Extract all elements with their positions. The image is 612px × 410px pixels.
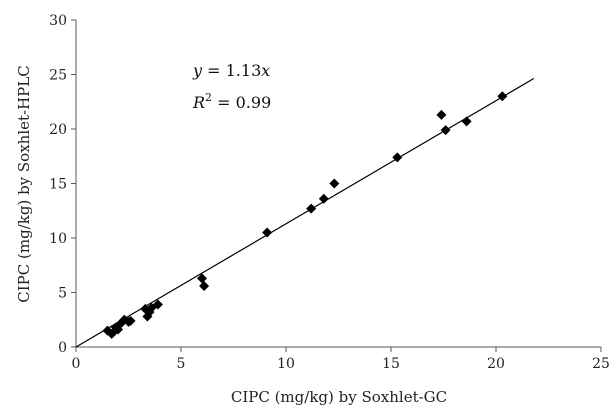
- data-point: [152, 299, 163, 310]
- data-point: [262, 227, 273, 238]
- data-points: [102, 91, 508, 339]
- data-point: [461, 116, 472, 127]
- y-tick-label: 5: [58, 286, 67, 302]
- equation-slope: = 1.13: [202, 61, 261, 80]
- equation-annotation: y = 1.13x: [192, 61, 270, 80]
- x-tick-label: 15: [382, 356, 400, 372]
- equation-x-var: x: [261, 61, 270, 80]
- data-point: [197, 273, 207, 284]
- y-tick-label: 20: [49, 122, 67, 138]
- data-point: [329, 178, 340, 189]
- data-point: [392, 152, 403, 163]
- y-tick-label: 0: [58, 340, 67, 356]
- data-point: [497, 91, 508, 102]
- trendline: [75, 77, 535, 348]
- x-tick-label: 20: [487, 356, 505, 372]
- data-point: [125, 315, 136, 326]
- x-tick-label: 0: [72, 356, 81, 372]
- r-squared-annotation: R2 = 0.99: [192, 91, 271, 112]
- data-point: [318, 193, 329, 204]
- x-axis-title: CIPC (mg/kg) by Soxhlet-GC: [231, 388, 447, 406]
- data-point: [440, 125, 451, 136]
- data-point: [436, 109, 447, 120]
- r-squared-exponent: 2: [205, 91, 212, 104]
- r-squared-base: R: [192, 93, 205, 112]
- x-tick-label: 10: [277, 356, 295, 372]
- r-squared-value: = 0.99: [212, 93, 271, 112]
- data-point: [199, 280, 210, 291]
- y-tick-label: 30: [49, 13, 67, 29]
- y-axis-title: CIPC (mg/kg) by Soxhlet-HPLC: [15, 65, 33, 302]
- x-tick-label: 5: [177, 356, 186, 372]
- y-tick-label: 25: [49, 68, 67, 84]
- y-tick-label: 15: [49, 177, 67, 193]
- data-point: [306, 203, 317, 214]
- y-tick-label: 10: [49, 231, 67, 247]
- trendline-group: [75, 77, 535, 348]
- ticks: 0 5 10 15 20 25 0 5 10 15 20 25 30: [49, 13, 610, 372]
- equation-y-var: y: [192, 61, 203, 80]
- x-tick-label: 25: [592, 356, 610, 372]
